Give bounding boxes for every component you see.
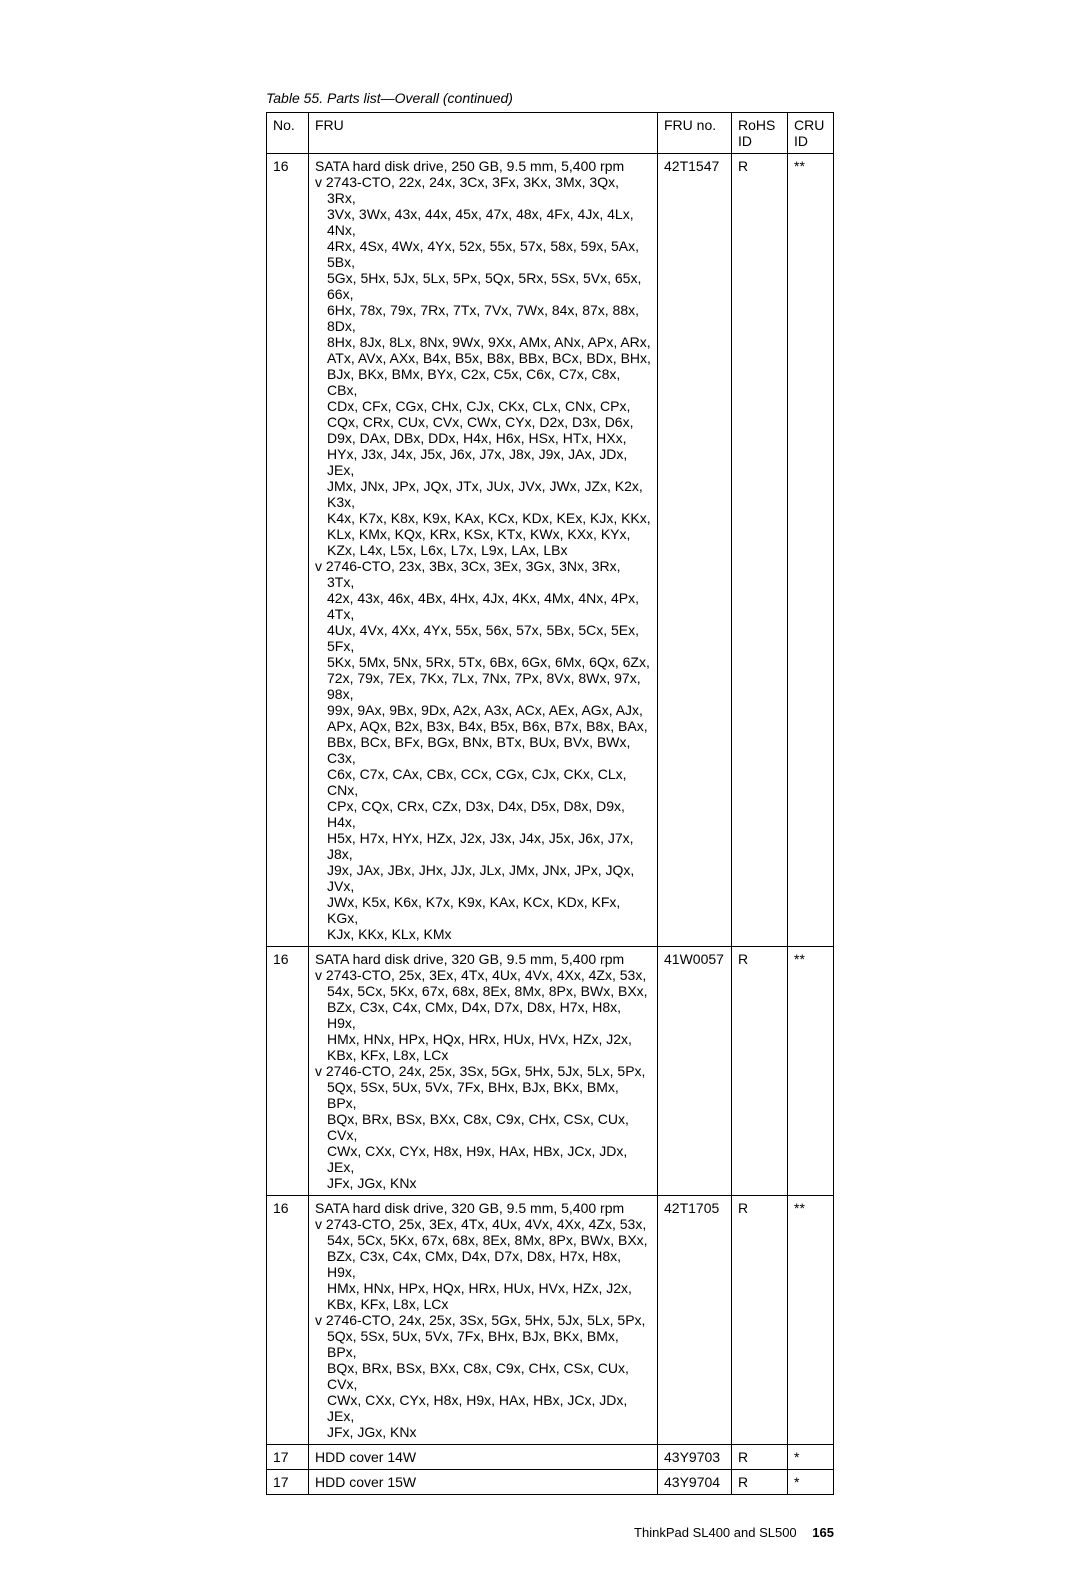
fru-bullet-wrap: KZx, L4x, L5x, L6x, L7x, L9x, LAx, LBx	[315, 542, 651, 558]
fru-bullet-wrap: 99x, 9Ax, 9Bx, 9Dx, A2x, A3x, ACx, AEx, …	[315, 702, 651, 718]
header-fruno: FRU no.	[658, 113, 732, 154]
table-row: 16 SATA hard disk drive, 320 GB, 9.5 mm, …	[267, 1196, 834, 1445]
fru-bullet-wrap: 54x, 5Cx, 5Kx, 67x, 68x, 8Ex, 8Mx, 8Px, …	[315, 983, 651, 999]
header-cru: CRU ID	[788, 113, 834, 154]
fru-bullet-wrap: BQx, BRx, BSx, BXx, C8x, C9x, CHx, CSx, …	[315, 1360, 651, 1392]
cell-fru: HDD cover 15W	[309, 1470, 658, 1495]
table-caption: Table 55. Parts list—Overall (continued)	[266, 90, 834, 106]
fru-bullet-wrap: 4Rx, 4Sx, 4Wx, 4Yx, 52x, 55x, 57x, 58x, …	[315, 238, 651, 270]
fru-bullet-wrap: JWx, K5x, K6x, K7x, K9x, KAx, KCx, KDx, …	[315, 894, 651, 926]
fru-bullet-wrap: JFx, JGx, KNx	[315, 1424, 651, 1440]
fru-bullet: v 2743-CTO, 25x, 3Ex, 4Tx, 4Ux, 4Vx, 4Xx…	[315, 967, 651, 983]
fru-bullet: v 2743-CTO, 25x, 3Ex, 4Tx, 4Ux, 4Vx, 4Xx…	[315, 1216, 651, 1232]
fru-bullet-wrap: 72x, 79x, 7Ex, 7Kx, 7Lx, 7Nx, 7Px, 8Vx, …	[315, 670, 651, 702]
fru-title: HDD cover 15W	[315, 1474, 651, 1490]
cell-rohs: R	[732, 154, 788, 947]
cell-no: 17	[267, 1470, 309, 1495]
cell-rohs: R	[732, 1445, 788, 1470]
fru-bullet-wrap: 8Hx, 8Jx, 8Lx, 8Nx, 9Wx, 9Xx, AMx, ANx, …	[315, 334, 651, 350]
header-fru: FRU	[309, 113, 658, 154]
cell-fruno: 42T1547	[658, 154, 732, 947]
fru-bullet-wrap: JMx, JNx, JPx, JQx, JTx, JUx, JVx, JWx, …	[315, 478, 651, 510]
fru-bullet-wrap: CWx, CXx, CYx, H8x, H9x, HAx, HBx, JCx, …	[315, 1143, 651, 1175]
table-row: 17 HDD cover 14W 43Y9703R*	[267, 1445, 834, 1470]
fru-bullet-wrap: 5Qx, 5Sx, 5Ux, 5Vx, 7Fx, BHx, BJx, BKx, …	[315, 1079, 651, 1111]
cell-fru: SATA hard disk drive, 250 GB, 9.5 mm, 5,…	[309, 154, 658, 947]
table-row: 17 HDD cover 15W 43Y9704R*	[267, 1470, 834, 1495]
fru-bullet-wrap: 4Ux, 4Vx, 4Xx, 4Yx, 55x, 56x, 57x, 5Bx, …	[315, 622, 651, 654]
fru-bullet-wrap: C6x, C7x, CAx, CBx, CCx, CGx, CJx, CKx, …	[315, 766, 651, 798]
cell-rohs: R	[732, 1470, 788, 1495]
cell-fru: SATA hard disk drive, 320 GB, 9.5 mm, 5,…	[309, 947, 658, 1196]
fru-title: SATA hard disk drive, 250 GB, 9.5 mm, 5,…	[315, 158, 651, 174]
parts-table: No. FRU FRU no. RoHS ID CRU ID 16 SATA ha…	[266, 112, 834, 1495]
cell-cru: **	[788, 1196, 834, 1445]
cell-cru: **	[788, 947, 834, 1196]
cell-fru: HDD cover 14W	[309, 1445, 658, 1470]
fru-bullet-wrap: KBx, KFx, L8x, LCx	[315, 1047, 651, 1063]
cell-no: 16	[267, 947, 309, 1196]
footer-text: ThinkPad SL400 and SL500	[634, 1525, 797, 1540]
fru-title: SATA hard disk drive, 320 GB, 9.5 mm, 5,…	[315, 1200, 651, 1216]
fru-bullet-wrap: 6Hx, 78x, 79x, 7Rx, 7Tx, 7Vx, 7Wx, 84x, …	[315, 302, 651, 334]
fru-bullet-wrap: KBx, KFx, L8x, LCx	[315, 1296, 651, 1312]
cell-fruno: 43Y9704	[658, 1470, 732, 1495]
table-header-row: No. FRU FRU no. RoHS ID CRU ID	[267, 113, 834, 154]
fru-bullet: v 2746-CTO, 24x, 25x, 3Sx, 5Gx, 5Hx, 5Jx…	[315, 1312, 651, 1328]
cell-no: 16	[267, 154, 309, 947]
fru-bullet: v 2743-CTO, 22x, 24x, 3Cx, 3Fx, 3Kx, 3Mx…	[315, 174, 651, 206]
fru-bullet-wrap: KLx, KMx, KQx, KRx, KSx, KTx, KWx, KXx, …	[315, 526, 651, 542]
fru-bullet-wrap: CQx, CRx, CUx, CVx, CWx, CYx, D2x, D3x, …	[315, 414, 651, 430]
cell-cru: *	[788, 1445, 834, 1470]
table-row: 16 SATA hard disk drive, 250 GB, 9.5 mm, …	[267, 154, 834, 947]
fru-bullet-wrap: 3Vx, 3Wx, 43x, 44x, 45x, 47x, 48x, 4Fx, …	[315, 206, 651, 238]
fru-bullet-wrap: APx, AQx, B2x, B3x, B4x, B5x, B6x, B7x, …	[315, 718, 651, 734]
page-footer: ThinkPad SL400 and SL500 165	[266, 1525, 834, 1540]
fru-bullet-wrap: BZx, C3x, C4x, CMx, D4x, D7x, D8x, H7x, …	[315, 999, 651, 1031]
fru-title: HDD cover 14W	[315, 1449, 651, 1465]
fru-bullet-wrap: HMx, HNx, HPx, HQx, HRx, HUx, HVx, HZx, …	[315, 1031, 651, 1047]
fru-title: SATA hard disk drive, 320 GB, 9.5 mm, 5,…	[315, 951, 651, 967]
cell-no: 16	[267, 1196, 309, 1445]
fru-bullet-wrap: D9x, DAx, DBx, DDx, H4x, H6x, HSx, HTx, …	[315, 430, 651, 446]
footer-page-number: 165	[812, 1525, 834, 1540]
fru-bullet-wrap: 5Kx, 5Mx, 5Nx, 5Rx, 5Tx, 6Bx, 6Gx, 6Mx, …	[315, 654, 651, 670]
fru-bullet-wrap: JFx, JGx, KNx	[315, 1175, 651, 1191]
fru-bullet-wrap: CPx, CQx, CRx, CZx, D3x, D4x, D5x, D8x, …	[315, 798, 651, 830]
cell-fruno: 42T1705	[658, 1196, 732, 1445]
cell-rohs: R	[732, 1196, 788, 1445]
fru-bullet-wrap: J9x, JAx, JBx, JHx, JJx, JLx, JMx, JNx, …	[315, 862, 651, 894]
fru-bullet-wrap: 5Gx, 5Hx, 5Jx, 5Lx, 5Px, 5Qx, 5Rx, 5Sx, …	[315, 270, 651, 302]
header-rohs: RoHS ID	[732, 113, 788, 154]
cell-rohs: R	[732, 947, 788, 1196]
fru-bullet-wrap: BBx, BCx, BFx, BGx, BNx, BTx, BUx, BVx, …	[315, 734, 651, 766]
table-row: 16 SATA hard disk drive, 320 GB, 9.5 mm, …	[267, 947, 834, 1196]
cell-fruno: 43Y9703	[658, 1445, 732, 1470]
fru-bullet: v 2746-CTO, 24x, 25x, 3Sx, 5Gx, 5Hx, 5Jx…	[315, 1063, 651, 1079]
fru-bullet-wrap: KJx, KKx, KLx, KMx	[315, 926, 651, 942]
cell-no: 17	[267, 1445, 309, 1470]
fru-bullet-wrap: K4x, K7x, K8x, K9x, KAx, KCx, KDx, KEx, …	[315, 510, 651, 526]
fru-bullet-wrap: ATx, AVx, AXx, B4x, B5x, B8x, BBx, BCx, …	[315, 350, 651, 366]
header-no: No.	[267, 113, 309, 154]
cell-fruno: 41W0057	[658, 947, 732, 1196]
fru-bullet-wrap: HYx, J3x, J4x, J5x, J6x, J7x, J8x, J9x, …	[315, 446, 651, 478]
fru-bullet-wrap: BJx, BKx, BMx, BYx, C2x, C5x, C6x, C7x, …	[315, 366, 651, 398]
cell-cru: *	[788, 1470, 834, 1495]
fru-bullet-wrap: HMx, HNx, HPx, HQx, HRx, HUx, HVx, HZx, …	[315, 1280, 651, 1296]
fru-bullet-wrap: 5Qx, 5Sx, 5Ux, 5Vx, 7Fx, BHx, BJx, BKx, …	[315, 1328, 651, 1360]
fru-bullet-wrap: 42x, 43x, 46x, 4Bx, 4Hx, 4Jx, 4Kx, 4Mx, …	[315, 590, 651, 622]
cell-fru: SATA hard disk drive, 320 GB, 9.5 mm, 5,…	[309, 1196, 658, 1445]
fru-bullet-wrap: H5x, H7x, HYx, HZx, J2x, J3x, J4x, J5x, …	[315, 830, 651, 862]
fru-bullet: v 2746-CTO, 23x, 3Bx, 3Cx, 3Ex, 3Gx, 3Nx…	[315, 558, 651, 590]
fru-bullet-wrap: CDx, CFx, CGx, CHx, CJx, CKx, CLx, CNx, …	[315, 398, 651, 414]
fru-bullet-wrap: BZx, C3x, C4x, CMx, D4x, D7x, D8x, H7x, …	[315, 1248, 651, 1280]
fru-bullet-wrap: 54x, 5Cx, 5Kx, 67x, 68x, 8Ex, 8Mx, 8Px, …	[315, 1232, 651, 1248]
fru-bullet-wrap: BQx, BRx, BSx, BXx, C8x, C9x, CHx, CSx, …	[315, 1111, 651, 1143]
cell-cru: **	[788, 154, 834, 947]
